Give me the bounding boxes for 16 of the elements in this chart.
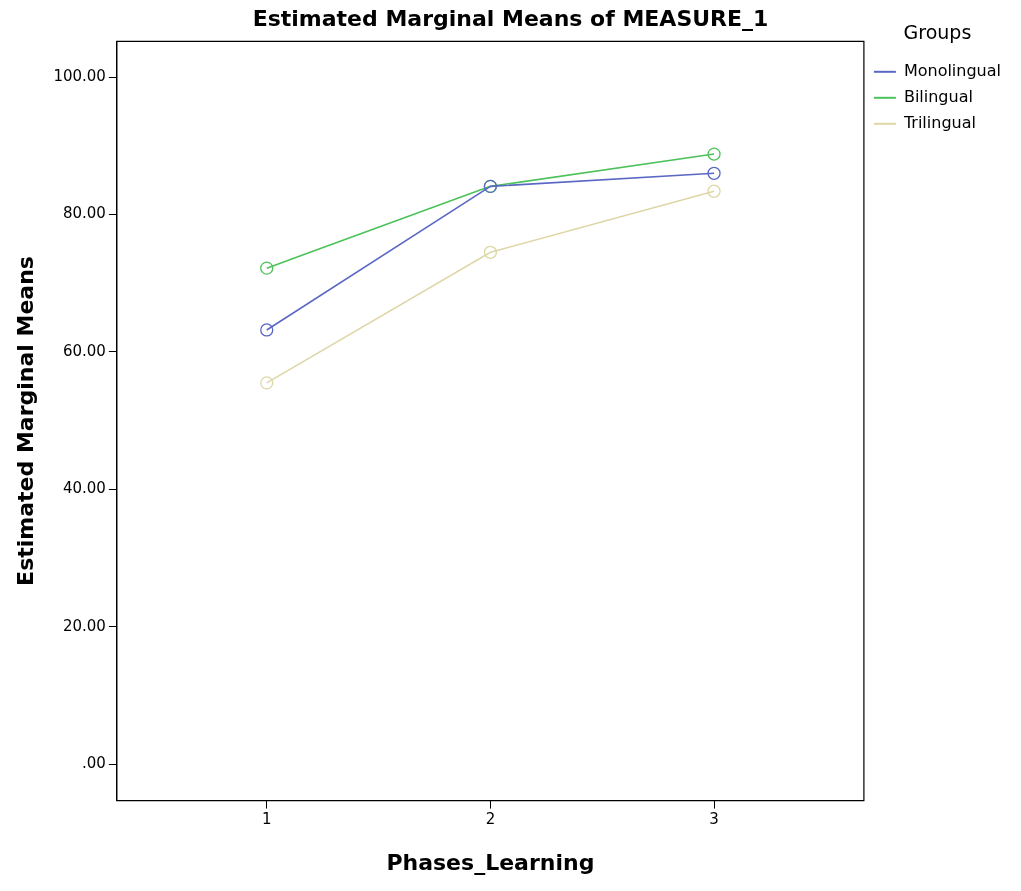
y-tick-label: 80.00 xyxy=(62,204,106,223)
x-tick-label: 1 xyxy=(261,810,272,829)
y-tick-label: 20.00 xyxy=(62,616,106,635)
y-tick-label: 40.00 xyxy=(62,479,106,498)
y-tick-label: .00 xyxy=(82,754,106,773)
legend-label: Monolingual xyxy=(903,60,1002,80)
x-tick-label: 2 xyxy=(485,810,496,829)
legend-label: Trilingual xyxy=(902,112,976,132)
legend-label: Bilingual xyxy=(903,86,973,106)
chart-title: Estimated Marginal Means of MEASURE_1 xyxy=(252,5,769,31)
x-tick-label: 3 xyxy=(709,810,719,829)
y-tick-label: 100.00 xyxy=(53,67,106,86)
y-tick-label: 60.00 xyxy=(62,341,106,360)
x-axis-title: Phases_Learning xyxy=(386,849,595,875)
y-axis-title: Estimated Marginal Means xyxy=(12,256,38,586)
legend-title: Groups xyxy=(903,21,972,44)
